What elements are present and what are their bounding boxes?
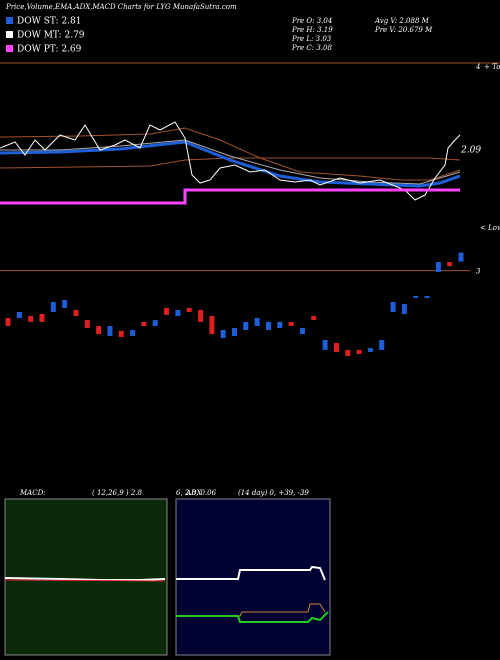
candle-body <box>130 330 136 336</box>
adx-di <box>176 603 326 617</box>
macd-title: MACD: <box>19 489 46 497</box>
candle-body <box>424 295 430 298</box>
candle-body <box>198 309 204 322</box>
candle-body <box>254 318 260 326</box>
macd-signal <box>4 579 166 582</box>
envelope-line <box>0 157 461 169</box>
candle-body <box>345 349 351 356</box>
candle-body <box>84 320 90 328</box>
candle-body <box>118 330 124 338</box>
prev-low: Pre L: 3.03 <box>291 35 332 43</box>
candle-body <box>152 320 158 326</box>
tops-value: 4 <box>475 63 480 71</box>
candle-body <box>5 318 11 326</box>
macd-params: ( 12,26,9 ) 2.8 <box>92 489 143 497</box>
prev-high: Pre H: 3.19 <box>291 26 333 34</box>
legend-swatch <box>6 31 13 38</box>
candle-body <box>107 325 113 336</box>
candle-body <box>413 295 419 298</box>
candle-body <box>265 321 271 331</box>
price-line <box>0 121 461 201</box>
panel <box>175 498 331 656</box>
candle-body <box>277 321 283 328</box>
candle-body <box>164 307 170 315</box>
upper-indicators <box>0 121 461 205</box>
candle-body <box>322 339 328 350</box>
lows-label: < Lows <box>480 224 500 232</box>
candle-body <box>232 328 237 336</box>
envelope-line <box>0 127 461 181</box>
candle-body <box>367 348 373 352</box>
legend-label: DOW MT: 2.79 <box>17 31 85 41</box>
candle-body <box>175 309 181 317</box>
candle-body <box>39 314 45 322</box>
candle-body <box>96 325 102 335</box>
ema-line <box>0 139 461 185</box>
candle-body <box>62 300 68 308</box>
y-tick-label: 3 <box>476 268 481 276</box>
candle-body <box>299 328 305 335</box>
adx-line <box>176 565 326 581</box>
candle-body <box>50 302 56 312</box>
candle-body <box>220 330 226 338</box>
candle-body <box>435 262 441 272</box>
candle-body <box>458 252 464 262</box>
avg-volume: Avg V: 2.088 M <box>374 17 430 25</box>
legend-swatch <box>6 45 13 52</box>
candle-body <box>141 321 147 326</box>
candle-body <box>186 307 192 312</box>
candle-body <box>73 309 79 317</box>
candle-body <box>311 316 317 321</box>
legend-swatch <box>6 17 13 24</box>
candle-body <box>16 311 22 319</box>
tops-label: + Tops <box>484 63 500 71</box>
candle-body <box>209 316 215 335</box>
candle-body <box>333 342 339 352</box>
adx-di <box>176 611 329 623</box>
ema-label: 2.09 <box>460 146 481 156</box>
candle-body <box>243 321 249 331</box>
legend: DOW ST: 2.81 DOW MT: 2.79 DOW PT: 2.69 <box>6 17 85 55</box>
candle-body <box>356 349 362 354</box>
candle-body <box>447 262 453 267</box>
prev-volume: Pre V: 20.679 M <box>374 26 433 34</box>
legend-label: DOW PT: 2.69 <box>17 45 82 55</box>
macd-values: 6, 2.8, 0.06 <box>176 489 217 497</box>
candle-body <box>288 321 294 326</box>
prev-close: Pre C: 3.08 <box>291 44 332 52</box>
candle-body <box>28 316 34 322</box>
chart-title: Price,Volume,EMA,ADX,MACD Charts for LYG… <box>5 3 237 11</box>
prev-open: Pre O: 3.04 <box>291 17 332 25</box>
candle-body <box>401 304 407 314</box>
adx-title: ADX <box>185 489 203 497</box>
adx-params: (14 day) 0, +39, -39 <box>238 489 309 497</box>
dow-pt-line <box>0 188 460 205</box>
candle-body <box>379 339 385 350</box>
panel <box>4 498 168 656</box>
candle-body <box>390 302 396 312</box>
macd-line <box>4 577 166 581</box>
legend-label: DOW ST: 2.81 <box>17 17 82 27</box>
